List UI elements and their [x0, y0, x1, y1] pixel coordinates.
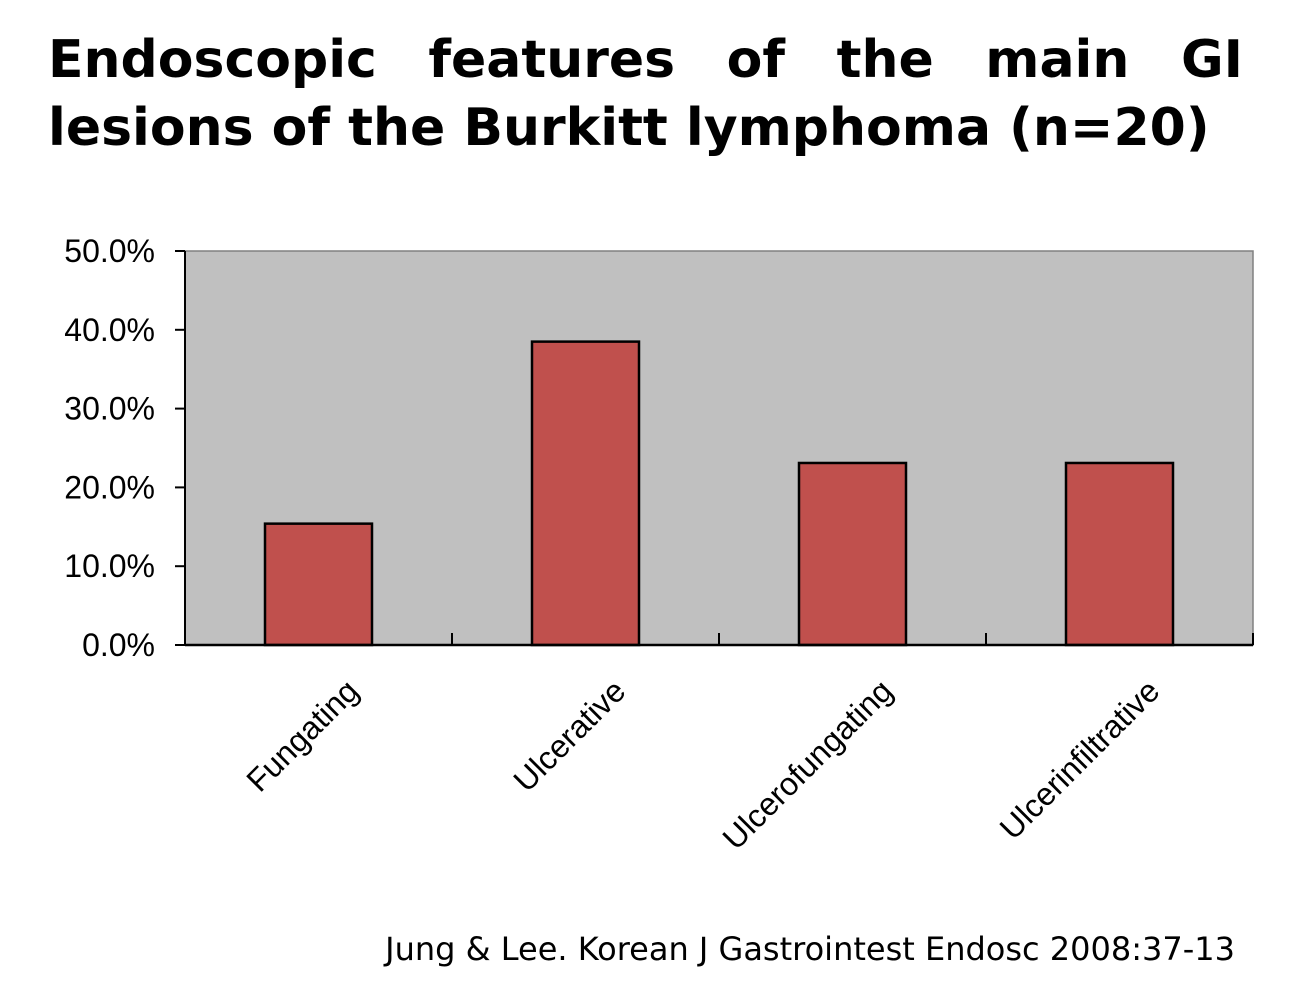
- bar-fungating: [263, 522, 374, 647]
- y-tick-label: 20.0%: [64, 469, 155, 505]
- y-tick-label: 30.0%: [64, 391, 155, 427]
- y-tick-label: 50.0%: [64, 233, 155, 269]
- x-tick-label: Ulcerofungating: [716, 672, 900, 856]
- citation: Jung & Lee. Korean J Gastrointest Endosc…: [385, 930, 1235, 968]
- bar-ulcerofungating: [797, 461, 908, 647]
- bar-ulcerative: [530, 340, 641, 647]
- y-tick-label: 0.0%: [82, 627, 155, 663]
- x-tick-label: Ulcerative: [506, 672, 632, 798]
- x-tick-label: Ulcerinfiltrative: [993, 672, 1167, 846]
- x-tick-label: Fungating: [239, 672, 365, 798]
- y-tick-label: 40.0%: [64, 312, 155, 348]
- page-title: Endoscopic features of the main GI lesio…: [48, 30, 1243, 158]
- y-tick-label: 10.0%: [64, 548, 155, 584]
- bar-ulcerinfiltrative: [1064, 461, 1175, 647]
